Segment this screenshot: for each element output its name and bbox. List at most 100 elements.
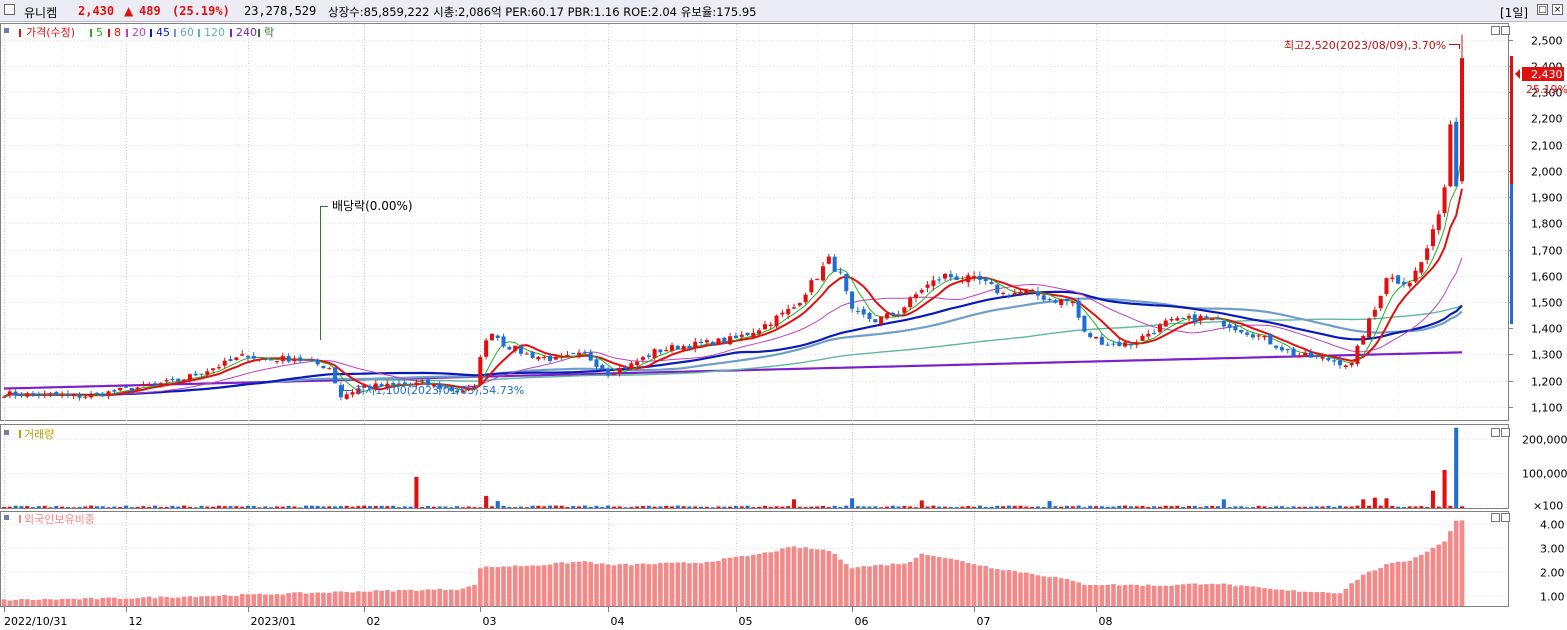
foreign-ratio-bar	[257, 593, 262, 606]
volume-bar	[821, 506, 826, 508]
foreign-ratio-bar	[7, 600, 13, 606]
volume-bar	[1262, 506, 1267, 508]
price-tick-label: 2,100	[1531, 140, 1563, 153]
maximize-icon[interactable]: □	[1537, 4, 1548, 15]
volume-bar	[873, 506, 878, 508]
panel-close-icon[interactable]	[1501, 428, 1510, 437]
candle-body	[797, 303, 802, 306]
foreign-ratio-bar	[977, 565, 983, 606]
candle-body	[1152, 332, 1157, 334]
foreign-tick-label: 1.00	[1540, 591, 1565, 604]
candle-body	[19, 394, 24, 397]
foreign-ratio-bar	[1146, 584, 1151, 606]
volume-bar	[1279, 506, 1284, 508]
candle-body	[1047, 298, 1052, 300]
foreign-ratio-bar	[1256, 587, 1262, 606]
volume-bar	[472, 507, 477, 508]
candle-body	[83, 397, 88, 399]
stock-chart[interactable]: 2,5002,4002,3002,2002,1002,0001,9001,800…	[0, 22, 1567, 630]
candle-body	[1332, 360, 1337, 362]
volume-bar	[542, 506, 547, 508]
foreign-ratio-bar	[611, 565, 617, 606]
volume-bar	[1459, 506, 1465, 508]
foreign-ratio-bar	[379, 590, 384, 606]
candle-body	[199, 373, 204, 375]
volume-bar	[501, 505, 506, 508]
foreign-ratio-bar	[36, 599, 42, 606]
panel-controls[interactable]	[1491, 26, 1510, 522]
volume-bar	[420, 507, 425, 508]
foreign-ratio-bar	[53, 599, 59, 606]
foreign-ratio-bar	[71, 598, 77, 606]
foreign-ratio-bar	[1064, 578, 1070, 606]
foreign-ratio-bar	[547, 564, 553, 606]
volume-panel[interactable]	[0, 424, 1509, 509]
candle-body	[838, 271, 843, 273]
volume-bar	[187, 506, 192, 508]
foreign-ratio-bar	[605, 564, 611, 606]
panel-close-icon[interactable]	[1501, 26, 1510, 35]
foreign-ratio-bar	[1459, 520, 1465, 606]
volume-bar	[48, 507, 53, 508]
candle-body	[559, 356, 564, 358]
candle-body	[1041, 295, 1046, 300]
candle-body	[228, 359, 233, 361]
volume-bar	[1448, 505, 1453, 508]
candle-body	[873, 319, 878, 323]
candle-body	[309, 359, 314, 361]
panel-restore-icon[interactable]	[1491, 26, 1500, 35]
price-tick-label: 1,500	[1531, 297, 1563, 310]
candle-body	[1099, 336, 1104, 345]
candle-body	[826, 256, 831, 264]
volume-bar	[518, 506, 524, 508]
select-checkbox[interactable]	[4, 4, 15, 15]
foreign-ratio-bar	[994, 569, 1000, 606]
period-selector[interactable]: [1일]	[1500, 6, 1529, 20]
candle-body	[1343, 365, 1348, 368]
candle-body	[1024, 289, 1029, 294]
candle-body	[216, 367, 221, 369]
foreign-ratio-bar	[495, 567, 501, 606]
candle-body	[518, 346, 524, 354]
foreign-ratio-bar	[1076, 582, 1081, 606]
volume-bar	[1128, 506, 1133, 508]
volume-bar	[890, 505, 895, 508]
foreign-ratio-bar	[838, 559, 843, 606]
volume-bar	[54, 506, 59, 508]
foreign-ratio-bar	[1070, 580, 1076, 606]
volume-bar	[1204, 506, 1209, 508]
foreign-ratio-bar	[216, 595, 222, 606]
foreign-ratio-panel[interactable]	[0, 511, 1509, 607]
volume-bar	[118, 506, 123, 508]
panel-close-icon[interactable]	[1501, 513, 1510, 522]
dividend-label: 배당락(0.00%)	[332, 199, 413, 213]
volume-bar	[367, 506, 372, 508]
volume-bar	[960, 506, 965, 508]
foreign-ratio-bar	[646, 564, 652, 606]
foreign-ratio-bar	[1419, 554, 1424, 606]
price-tick-label: 1,800	[1531, 218, 1563, 231]
candle-body	[414, 382, 419, 386]
foreign-ratio-bar	[164, 597, 169, 606]
panel-restore-icon[interactable]	[1491, 513, 1500, 522]
volume-bar	[704, 506, 709, 508]
foreign-ratio-bar	[106, 597, 111, 606]
candle-body	[304, 359, 309, 361]
candle-body	[152, 383, 158, 385]
foreign-ratio-bar	[286, 593, 291, 606]
volume-bar	[1012, 505, 1017, 508]
candle-body	[147, 384, 152, 386]
price-tick-label: 2,000	[1531, 166, 1563, 179]
panel-restore-icon[interactable]	[1491, 428, 1500, 437]
price-panel[interactable]	[0, 23, 1509, 421]
candle-body	[913, 294, 919, 299]
foreign-ratio-bar	[867, 566, 872, 606]
foreign-ratio-bar	[123, 598, 129, 606]
candle-body	[728, 336, 733, 345]
volume-bar	[844, 505, 849, 508]
foreign-ratio-bar	[1151, 585, 1157, 606]
foreign-ratio-bar	[1343, 588, 1349, 606]
foreign-ratio-bar	[983, 565, 989, 606]
volume-bar	[716, 506, 721, 508]
close-icon[interactable]: ×	[1552, 4, 1563, 15]
